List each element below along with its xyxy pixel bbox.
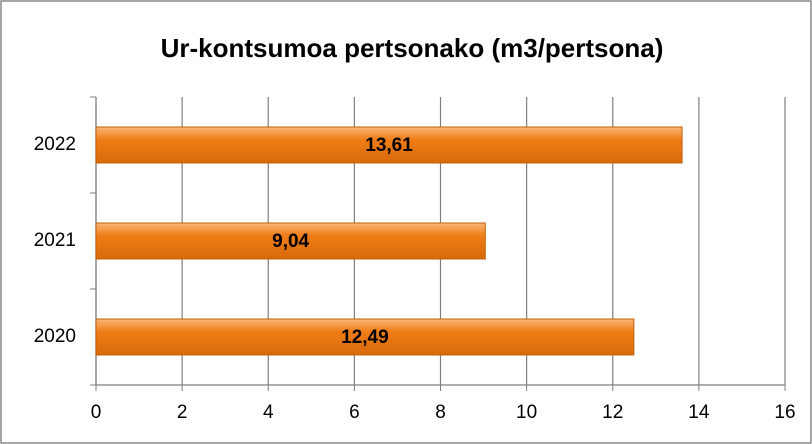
y-tick-label: 2022 bbox=[34, 134, 76, 155]
x-tick-label: 6 bbox=[349, 402, 360, 423]
x-tick-label: 2 bbox=[177, 402, 188, 423]
data-label: 12,49 bbox=[341, 327, 389, 348]
x-tick-label: 10 bbox=[516, 402, 537, 423]
data-label: 13,61 bbox=[365, 135, 413, 156]
x-tick-label: 8 bbox=[435, 402, 446, 423]
bar bbox=[95, 318, 635, 356]
bar bbox=[95, 222, 486, 260]
x-tick-label: 12 bbox=[602, 402, 623, 423]
data-label: 9,04 bbox=[272, 231, 309, 252]
x-tick-label: 16 bbox=[774, 402, 795, 423]
chart-title: Ur-kontsumoa pertsonako (m3/pertsona) bbox=[161, 33, 664, 63]
y-tick-label: 2021 bbox=[34, 230, 76, 251]
bar bbox=[95, 126, 683, 164]
x-tick-label: 0 bbox=[91, 402, 102, 423]
x-tick-label: 14 bbox=[688, 402, 710, 423]
y-tick-label: 2020 bbox=[34, 326, 76, 347]
x-tick-label: 4 bbox=[263, 402, 274, 423]
